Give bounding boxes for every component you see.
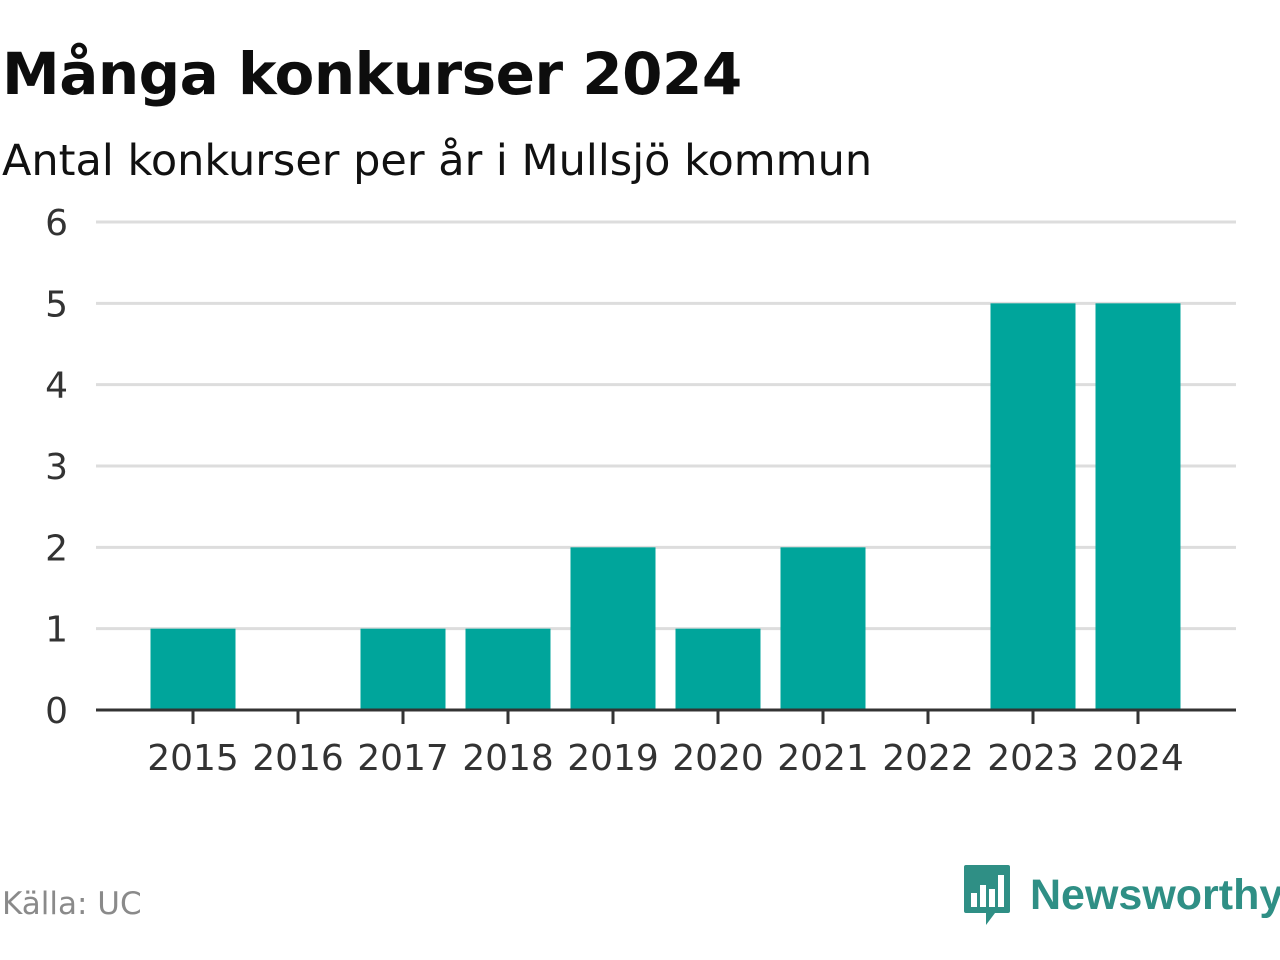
x-tick-label: 2021 xyxy=(777,738,869,779)
brand-logo: Newsworthy xyxy=(962,862,1280,928)
bar-chart: 0 1 2 3 4 5 6 2015 2016 2017 2018 2019 2020 2021 2022… xyxy=(45,203,1236,779)
bar xyxy=(360,628,446,710)
y-tick-label: 5 xyxy=(45,284,68,325)
x-tick-label: 2020 xyxy=(672,738,764,779)
y-tick-label: 2 xyxy=(45,528,68,569)
bar xyxy=(1095,303,1181,710)
x-tick-label: 2018 xyxy=(462,738,554,779)
source-note: Källa: UC xyxy=(2,886,142,922)
y-tick-label: 6 xyxy=(45,203,68,244)
brand-name: Newsworthy xyxy=(1030,870,1280,919)
x-tick-label: 2024 xyxy=(1092,738,1184,779)
bar xyxy=(990,303,1076,710)
chart-subtitle: Antal konkurser per år i Mullsjö kommun xyxy=(2,136,873,186)
chart-title: Många konkurser 2024 xyxy=(2,40,742,108)
x-tick-label: 2015 xyxy=(147,738,239,779)
y-tick-label: 1 xyxy=(45,610,68,651)
y-tick-label: 3 xyxy=(45,447,68,488)
bar-chart-speech-bubble-icon xyxy=(964,865,1010,925)
bar xyxy=(780,547,866,710)
x-axis-ticks: 2015 2016 2017 2018 2019 2020 2021 2022 2023 2024 xyxy=(147,710,1184,779)
y-tick-label: 0 xyxy=(45,691,68,732)
y-axis-ticks: 0 1 2 3 4 5 6 xyxy=(45,203,68,732)
x-tick-label: 2023 xyxy=(987,738,1079,779)
bar xyxy=(150,628,236,710)
x-tick-label: 2019 xyxy=(567,738,659,779)
x-tick-label: 2017 xyxy=(357,738,449,779)
bar xyxy=(465,628,551,710)
bars xyxy=(150,303,1181,710)
x-tick-label: 2016 xyxy=(252,738,344,779)
y-tick-label: 4 xyxy=(45,366,68,407)
bar xyxy=(675,628,761,710)
x-tick-label: 2022 xyxy=(882,738,974,779)
bar xyxy=(570,547,656,710)
